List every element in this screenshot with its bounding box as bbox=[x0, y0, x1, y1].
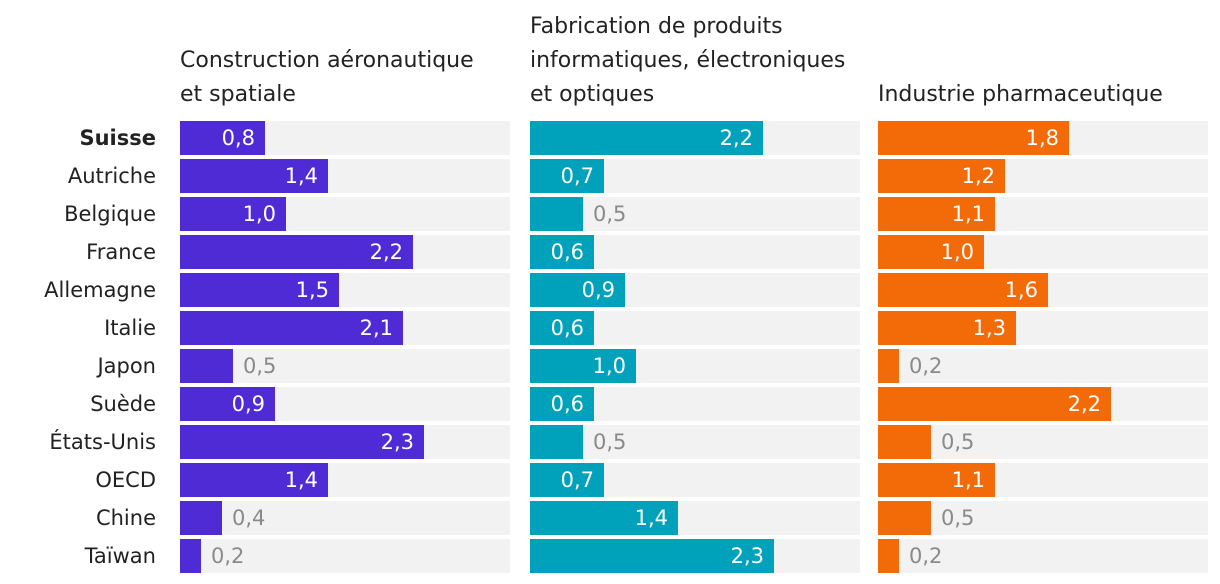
category-label: États-Unis bbox=[49, 430, 156, 454]
bar bbox=[180, 197, 286, 231]
data-label: 1,8 bbox=[1025, 126, 1059, 150]
bar bbox=[180, 121, 265, 155]
category-label: Taïwan bbox=[84, 544, 156, 568]
bar bbox=[878, 311, 1016, 345]
data-label: 0,4 bbox=[232, 506, 266, 530]
data-label: 0,6 bbox=[550, 240, 584, 264]
data-label: 0,5 bbox=[593, 430, 627, 454]
data-label: 1,0 bbox=[940, 240, 974, 264]
category-label: Allemagne bbox=[44, 278, 156, 302]
data-label: 1,1 bbox=[951, 202, 985, 226]
bar bbox=[878, 349, 899, 383]
data-label: 0,2 bbox=[909, 544, 943, 568]
bar-track bbox=[530, 425, 860, 459]
category-label: Chine bbox=[95, 506, 156, 530]
bar bbox=[878, 121, 1069, 155]
bar-track bbox=[180, 501, 510, 535]
category-label: Italie bbox=[104, 316, 156, 340]
bar-track bbox=[878, 501, 1208, 535]
bar-track bbox=[878, 425, 1208, 459]
bar bbox=[530, 121, 763, 155]
bar bbox=[530, 197, 583, 231]
data-label: 1,4 bbox=[284, 468, 318, 492]
data-label: 0,2 bbox=[211, 544, 245, 568]
bar bbox=[878, 159, 1005, 193]
panel-title: Industrie pharmaceutique bbox=[878, 82, 1163, 107]
data-label: 0,5 bbox=[593, 202, 627, 226]
bar bbox=[530, 349, 636, 383]
bar bbox=[180, 425, 424, 459]
panel-title: Construction aéronautique et spatiale bbox=[180, 48, 474, 107]
bar bbox=[180, 387, 275, 421]
data-label: 0,5 bbox=[941, 430, 975, 454]
category-label: France bbox=[86, 240, 156, 264]
bar bbox=[878, 463, 995, 497]
data-label: 1,2 bbox=[961, 164, 995, 188]
bar bbox=[530, 539, 774, 573]
bar bbox=[878, 273, 1048, 307]
bar bbox=[180, 311, 403, 345]
data-label: 0,5 bbox=[243, 354, 277, 378]
bar bbox=[530, 235, 594, 269]
data-label: 1,3 bbox=[972, 316, 1006, 340]
data-label: 1,4 bbox=[634, 506, 668, 530]
bar-track bbox=[878, 349, 1208, 383]
category-label: Suède bbox=[90, 392, 156, 416]
bar-track bbox=[180, 349, 510, 383]
bar bbox=[878, 387, 1111, 421]
bar bbox=[878, 235, 984, 269]
data-label: 0,6 bbox=[550, 316, 584, 340]
data-label: 2,2 bbox=[369, 240, 403, 264]
category-label: Belgique bbox=[64, 202, 156, 226]
category-label: Autriche bbox=[67, 164, 156, 188]
bar bbox=[180, 463, 328, 497]
panel-title: Fabrication de produits informatiques, é… bbox=[530, 14, 846, 107]
bar bbox=[878, 501, 931, 535]
bar bbox=[180, 349, 233, 383]
bar bbox=[180, 235, 413, 269]
data-label: 0,7 bbox=[560, 164, 594, 188]
bar-track bbox=[878, 539, 1208, 573]
bar bbox=[530, 463, 604, 497]
bar bbox=[180, 539, 201, 573]
bar-track bbox=[180, 539, 510, 573]
bar bbox=[530, 501, 678, 535]
bar bbox=[530, 273, 625, 307]
data-label: 1,1 bbox=[951, 468, 985, 492]
data-label: 1,4 bbox=[284, 164, 318, 188]
bar bbox=[530, 311, 594, 345]
category-label: OECD bbox=[95, 468, 156, 492]
bar-track bbox=[530, 197, 860, 231]
data-label: 2,3 bbox=[380, 430, 414, 454]
data-label: 1,6 bbox=[1004, 278, 1038, 302]
data-label: 1,5 bbox=[295, 278, 329, 302]
data-label: 2,2 bbox=[1067, 392, 1101, 416]
data-label: 2,3 bbox=[730, 544, 764, 568]
bar bbox=[180, 501, 222, 535]
data-label: 1,0 bbox=[242, 202, 276, 226]
bar bbox=[180, 159, 328, 193]
bar bbox=[878, 197, 995, 231]
bar bbox=[530, 387, 594, 421]
data-label: 2,1 bbox=[359, 316, 393, 340]
data-label: 0,9 bbox=[231, 392, 265, 416]
bar bbox=[530, 159, 604, 193]
bar bbox=[180, 273, 339, 307]
data-label: 0,5 bbox=[941, 506, 975, 530]
data-label: 1,0 bbox=[592, 354, 626, 378]
bar bbox=[530, 425, 583, 459]
data-label: 0,8 bbox=[221, 126, 255, 150]
bar bbox=[878, 425, 931, 459]
data-label: 0,2 bbox=[909, 354, 943, 378]
category-label: Suisse bbox=[79, 126, 156, 150]
data-label: 2,2 bbox=[719, 126, 753, 150]
category-label: Japon bbox=[97, 354, 156, 378]
bar bbox=[878, 539, 899, 573]
data-label: 0,7 bbox=[560, 468, 594, 492]
data-label: 0,9 bbox=[581, 278, 615, 302]
data-label: 0,6 bbox=[550, 392, 584, 416]
